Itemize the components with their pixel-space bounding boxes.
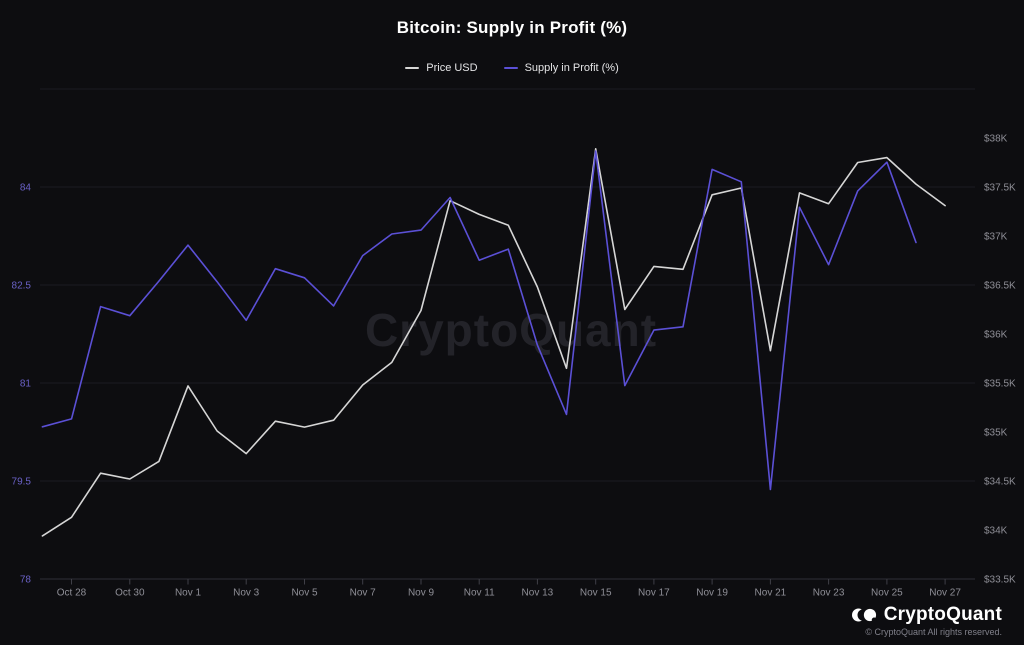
cryptoquant-logo-icon bbox=[851, 608, 877, 623]
price-line[interactable] bbox=[41, 148, 946, 537]
x-axis-label: Nov 1 bbox=[175, 588, 202, 599]
left-axis-label: 81 bbox=[20, 379, 32, 390]
right-axis-label: $33.5K bbox=[984, 575, 1016, 586]
right-axis-label: $37K bbox=[984, 232, 1008, 243]
x-axis-label: Nov 25 bbox=[871, 588, 903, 599]
x-axis-label: Nov 5 bbox=[291, 588, 318, 599]
legend-item-price[interactable]: Price USD bbox=[405, 62, 478, 74]
x-axis-label: Oct 30 bbox=[115, 588, 145, 599]
x-axis-label: Nov 13 bbox=[522, 588, 554, 599]
x-axis-label: Nov 19 bbox=[696, 588, 728, 599]
left-axis-label: 82.5 bbox=[12, 281, 32, 292]
watermark: CryptoQuant bbox=[364, 304, 658, 356]
chart-legend: Price USD Supply in Profit (%) bbox=[0, 62, 1024, 74]
x-axis-label: Nov 21 bbox=[755, 588, 787, 599]
right-axis-label: $36K bbox=[984, 330, 1008, 341]
brand-logo[interactable]: CryptoQuant bbox=[851, 604, 1002, 626]
right-axis-label: $35.5K bbox=[984, 379, 1016, 390]
x-axis-label: Nov 27 bbox=[929, 588, 961, 599]
supply-line-swatch bbox=[503, 67, 518, 69]
legend-label-supply-in-profit: Supply in Profit (%) bbox=[524, 62, 619, 74]
x-axis-label: Nov 15 bbox=[580, 588, 612, 599]
x-axis-label: Nov 3 bbox=[233, 588, 260, 599]
legend-item-supply-in-profit[interactable]: Supply in Profit (%) bbox=[503, 62, 619, 74]
left-axis-label: 78 bbox=[20, 575, 32, 586]
legend-label-price: Price USD bbox=[426, 62, 478, 74]
x-axis-label: Nov 9 bbox=[408, 588, 435, 599]
left-axis-label: 84 bbox=[20, 183, 32, 194]
right-axis-label: $34.5K bbox=[984, 477, 1016, 488]
left-axis-label: 79.5 bbox=[12, 477, 32, 488]
right-axis-label: $35K bbox=[984, 428, 1008, 439]
right-axis-label: $36.5K bbox=[984, 281, 1016, 292]
brand-name: CryptoQuant bbox=[883, 604, 1002, 625]
x-axis-label: Nov 23 bbox=[813, 588, 845, 599]
copyright-text: © CryptoQuant All rights reserved. bbox=[865, 627, 1002, 637]
right-axis-label: $37.5K bbox=[984, 183, 1016, 194]
price-line-swatch bbox=[405, 67, 420, 69]
right-axis-label: $38K bbox=[984, 134, 1008, 145]
brand-footer: CryptoQuant © CryptoQuant All rights res… bbox=[851, 604, 1002, 637]
x-axis-label: Oct 28 bbox=[57, 588, 87, 599]
supply-in-profit-line[interactable] bbox=[41, 150, 917, 491]
x-axis-label: Nov 17 bbox=[638, 588, 670, 599]
x-axis-label: Nov 7 bbox=[350, 588, 377, 599]
x-axis-label: Nov 11 bbox=[464, 588, 495, 599]
right-axis-label: $34K bbox=[984, 526, 1008, 537]
chart-title: Bitcoin: Supply in Profit (%) bbox=[396, 18, 628, 37]
